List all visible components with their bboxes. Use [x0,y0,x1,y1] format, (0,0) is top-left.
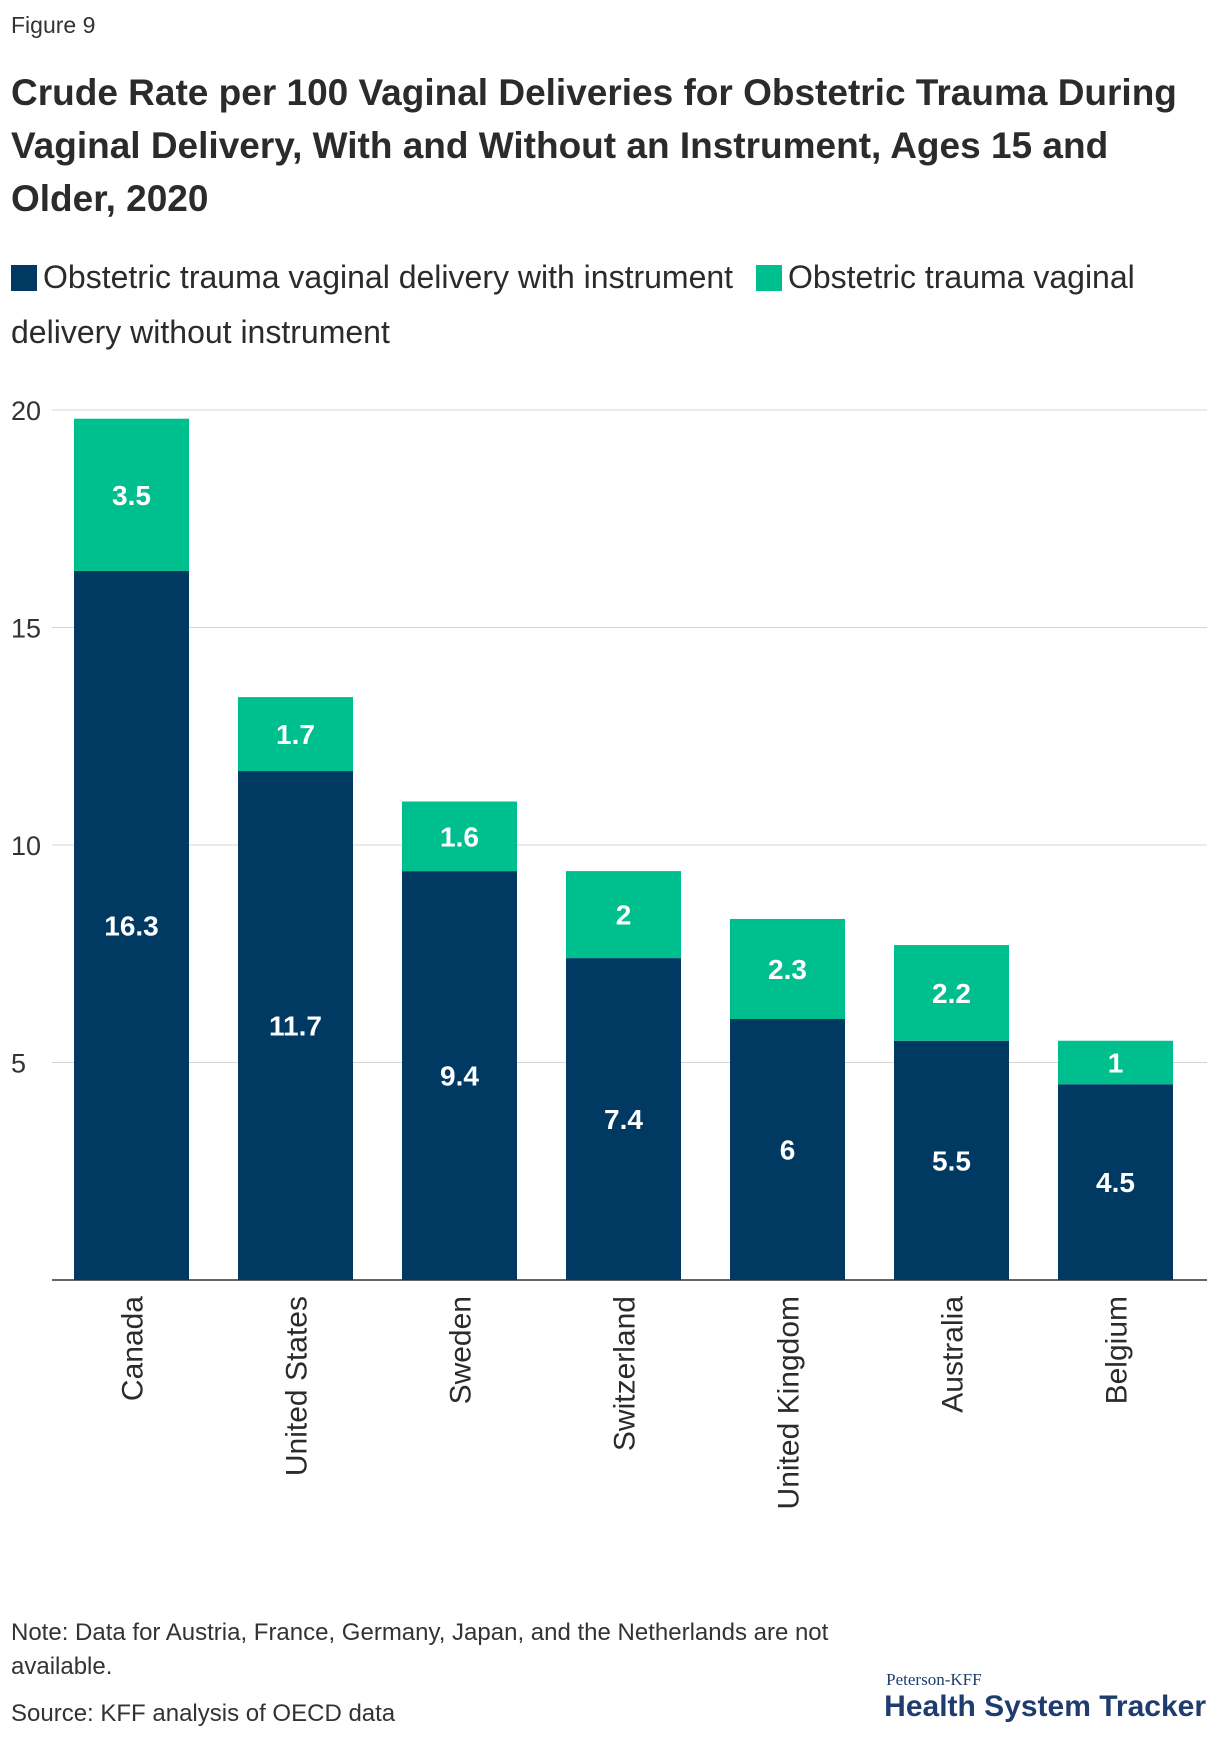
figure-label: Figure 9 [11,12,96,38]
data-label: 5.5 [932,1145,971,1176]
legend-label-without-instrument: Obstetric trauma vaginal delivery withou… [11,259,1135,350]
logo: Peterson-KFF Health System Tracker [884,1670,1206,1724]
bars [74,418,1173,1280]
stacked-bar-chart: 5 10 15 20 16.3 3.5 11.7 1.7 9.4 1.6 7.4 2 6 2.3 5.5 2… [11,396,1207,1510]
data-label: 1.6 [440,821,479,852]
bar-segment [1058,1040,1173,1085]
x-tick-label: Belgium [1101,1296,1134,1404]
x-tick-label: United Kingdom [773,1296,806,1509]
x-tick-label: United States [281,1296,314,1476]
chart-title: Crude Rate per 100 Vaginal Deliveries fo… [11,72,1177,219]
x-tick-label: Switzerland [609,1296,642,1451]
y-tick-label: 15 [11,614,41,644]
data-labels: 16.3 3.5 11.7 1.7 9.4 1.6 7.4 2 6 2.3 5.5 2.2 4.5 1 [104,480,1135,1198]
bar-segment [730,1019,845,1280]
data-label: 4.5 [1096,1167,1135,1198]
data-label: 2.3 [768,954,807,985]
bar-segment [566,871,681,959]
bar-segment [1058,1084,1173,1280]
logo-main-text: Health System Tracker [884,1690,1206,1723]
data-label: 3.5 [112,480,151,511]
legend-label-with-instrument: Obstetric trauma vaginal delivery with i… [43,259,734,295]
y-tick-label: 10 [11,831,41,861]
bar-segment [402,801,517,872]
bar-segment [238,771,353,1280]
data-label: 11.7 [269,1011,322,1042]
bar-segment [74,570,189,1280]
legend-item-with-instrument[interactable]: Obstetric trauma vaginal delivery with i… [11,259,742,295]
x-tick-label: Australia [937,1296,970,1413]
data-label: 1 [1108,1048,1124,1079]
data-label: 2.2 [932,978,971,1009]
bar-segment [566,958,681,1280]
y-tick-label: 20 [11,396,41,426]
data-label: 9.4 [440,1061,479,1092]
bar-segment [894,1040,1009,1280]
logo-top-text: Peterson-KFF [886,1670,982,1689]
x-axis-ticks: Canada United States Sweden Switzerland Unit… [117,1296,1134,1510]
data-label: 16.3 [104,910,159,941]
legend-item-without-instrument[interactable]: Obstetric trauma vaginal delivery withou… [11,259,1135,350]
source: Source: KFF analysis of OECD data [11,1700,396,1727]
bar-segment [730,918,845,1019]
x-tick-label: Canada [117,1296,150,1401]
x-tick-label: Sweden [445,1296,478,1404]
data-label: 1.7 [276,719,315,750]
note: Note: Data for Austria, France, Germany,… [11,1619,829,1680]
y-axis-ticks: 5 10 15 20 [11,396,41,1079]
legend-swatch-without-instrument [755,265,782,291]
bar-segment [402,871,517,1280]
data-label: 2 [616,900,632,931]
data-label: 7.4 [604,1104,643,1135]
legend: Obstetric trauma vaginal delivery with i… [11,250,1191,360]
legend-swatch-with-instrument [11,265,37,291]
bar-segment [894,945,1009,1041]
bar-segment [238,697,353,772]
data-label: 6 [780,1135,796,1166]
y-tick-label: 5 [11,1049,26,1079]
bar-segment [74,418,189,571]
